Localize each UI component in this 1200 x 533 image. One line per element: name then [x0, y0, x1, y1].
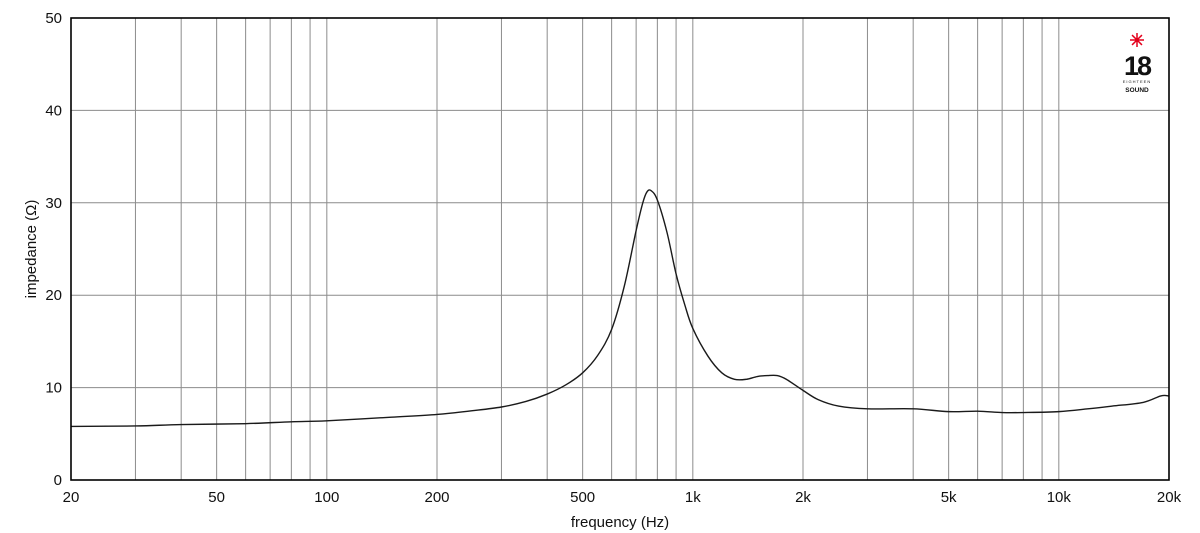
- logo-sound: SOUND: [1125, 87, 1149, 94]
- x-tick-label: 10k: [1047, 489, 1072, 506]
- x-tick-labels: 20 50 100 200 500 1k 2k 5k 10k 20k: [63, 489, 1182, 506]
- y-tick-label: 50: [45, 10, 62, 27]
- x-tick-label: 20: [63, 489, 80, 506]
- x-axis-title: frequency (Hz): [571, 514, 669, 531]
- logo-eighteen: EIGHTEEN: [1123, 79, 1151, 84]
- y-tick-labels: 0 10 20 30 40 50: [45, 10, 62, 489]
- y-tick-label: 30: [45, 195, 62, 212]
- x-tick-label: 500: [570, 489, 595, 506]
- star-icon: [1130, 33, 1144, 47]
- y-tick-label: 20: [45, 287, 62, 304]
- x-tick-label: 5k: [941, 489, 957, 506]
- plot-frame: [70, 17, 1170, 481]
- x-tick-label: 1k: [685, 489, 701, 506]
- y-tick-label: 10: [45, 380, 62, 397]
- star-center: [1135, 38, 1139, 42]
- y-tick-label: 40: [45, 102, 62, 119]
- x-tick-label: 100: [314, 489, 339, 506]
- y-tick-label: 0: [54, 472, 62, 489]
- y-axis-title: impedance (Ω): [23, 200, 40, 299]
- impedance-curve: [70, 189, 1170, 428]
- grid: [71, 18, 1169, 480]
- x-tick-label: 200: [424, 489, 449, 506]
- logo-number: 18: [1124, 51, 1152, 81]
- x-tick-label: 20k: [1157, 489, 1182, 506]
- x-tick-label: 50: [208, 489, 225, 506]
- brand-logo: 18 EIGHTEEN SOUND: [1123, 33, 1154, 94]
- x-tick-label: 2k: [795, 489, 811, 506]
